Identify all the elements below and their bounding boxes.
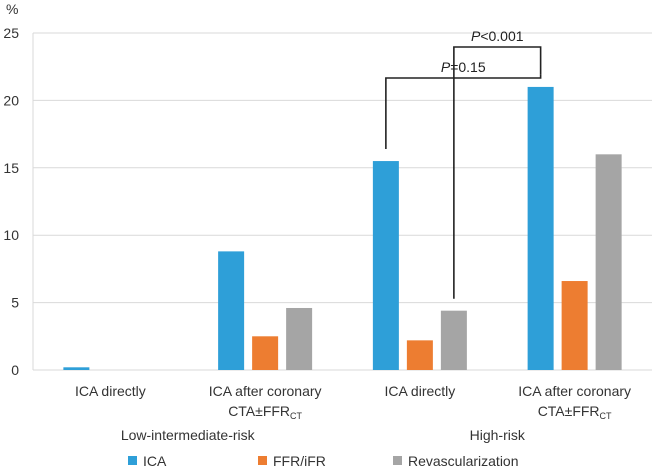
- category-label: ICA after coronary: [209, 383, 322, 399]
- category-label: ICA after coronary: [518, 383, 631, 399]
- y-axis-unit: %: [6, 1, 18, 17]
- bar-ica: [372, 161, 399, 370]
- p-value-label: P<0.001: [471, 28, 524, 44]
- group-labels: Low-intermediate-risk High-risk: [121, 427, 526, 443]
- legend-item: ICA: [128, 453, 167, 469]
- category-label: ICA directly: [384, 383, 455, 399]
- bar-revascularization: [440, 310, 467, 370]
- bar-ica: [218, 251, 245, 370]
- category-label: ICA directly: [75, 383, 146, 399]
- p-value-symbol: P: [471, 28, 481, 44]
- category-label-subscript: CT: [600, 411, 612, 421]
- bar-ica: [63, 367, 90, 370]
- bar-ffr-ifr: [561, 281, 588, 370]
- y-tick-label: 25: [3, 25, 19, 41]
- legend-swatch: [258, 456, 267, 465]
- y-tick-label: 5: [11, 295, 19, 311]
- group-label: Low-intermediate-risk: [121, 427, 256, 443]
- category-labels: ICA directly ICA after coronaryCTA±FFRCTI…: [75, 383, 631, 421]
- bar-ffr-ifr: [252, 336, 279, 370]
- legend-label: FFR/iFR: [273, 453, 326, 469]
- legend: ICA FFR/iFR Revascularization: [128, 453, 519, 469]
- legend-swatch: [128, 456, 137, 465]
- p-value-text: =0.15: [450, 59, 486, 75]
- category-label-subscript: CT: [290, 411, 302, 421]
- p-value-label: P=0.15: [441, 59, 486, 75]
- significance-bracket: [385, 74, 542, 150]
- legend-label: ICA: [143, 453, 167, 469]
- p-value-symbol: P: [441, 59, 451, 75]
- category-label-line2: CTA±FFRCT: [538, 403, 612, 421]
- y-gridlines: [32, 32, 652, 371]
- significance-bracket: [453, 46, 542, 299]
- category-label-main: CTA±FFR: [538, 403, 600, 419]
- bar-revascularization: [286, 307, 313, 370]
- significance-annotations: P=0.15P<0.001: [385, 28, 542, 299]
- y-tick-label: 10: [3, 227, 19, 243]
- bar-revascularization: [595, 154, 622, 370]
- legend-label: Revascularization: [408, 453, 519, 469]
- y-tick-labels: 0 5 10 15 20 25: [3, 25, 19, 378]
- legend-item: Revascularization: [393, 453, 519, 469]
- y-tick-label: 20: [3, 92, 19, 108]
- legend-item: FFR/iFR: [258, 453, 326, 469]
- legend-swatch: [393, 456, 402, 465]
- category-label-line2: CTA±FFRCT: [228, 403, 302, 421]
- category-label-main: CTA±FFR: [228, 403, 290, 419]
- bar-ffr-ifr: [406, 340, 433, 370]
- bar-ica: [527, 86, 554, 371]
- y-tick-label: 15: [3, 160, 19, 176]
- bars: [63, 86, 622, 371]
- p-value-text: <0.001: [480, 28, 523, 44]
- y-tick-label: 0: [11, 362, 19, 378]
- group-label: High-risk: [470, 427, 526, 443]
